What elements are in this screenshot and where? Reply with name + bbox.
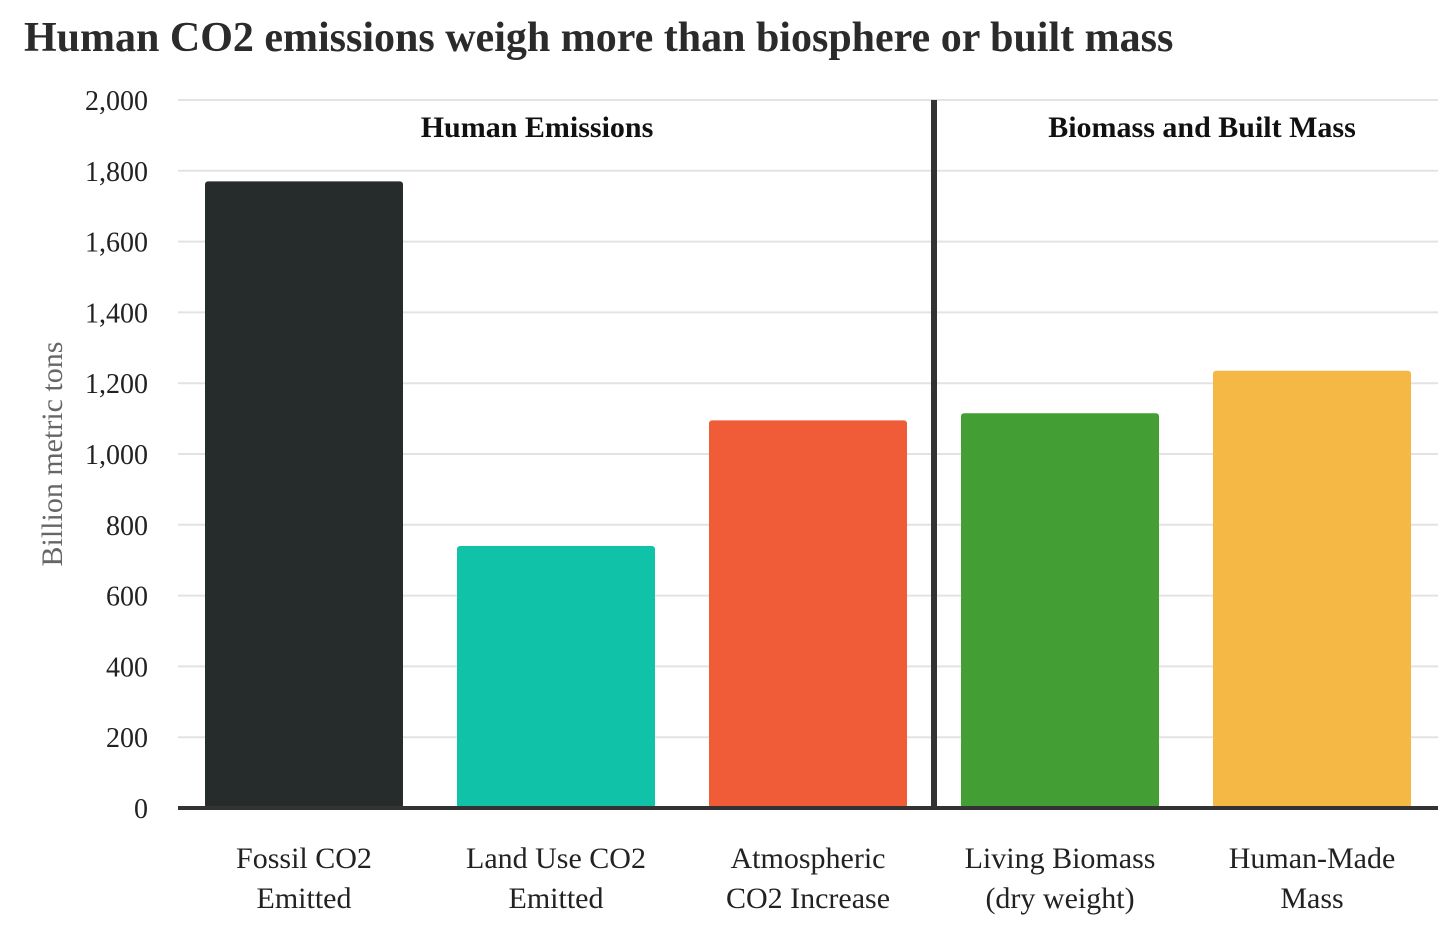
x-category-label-line: Emitted (509, 882, 604, 915)
y-tick-label: 1,400 (85, 298, 148, 329)
bar (709, 420, 907, 808)
y-tick-label: 1,800 (85, 157, 148, 188)
x-category-label-line: Living Biomass (965, 842, 1156, 875)
x-category-label-line: (dry weight) (985, 882, 1134, 915)
y-tick-label: 1,000 (85, 440, 148, 471)
x-category-label: Living Biomass (dry weight) (965, 842, 1156, 915)
y-tick-label: 800 (106, 511, 148, 542)
x-category-label-line: Atmospheric (731, 842, 886, 875)
x-category-label-line: Land Use CO2 (466, 842, 646, 875)
y-tick-label: 1,600 (85, 228, 148, 259)
bar (457, 546, 655, 808)
y-tick-label: 200 (106, 723, 148, 754)
x-category-label-line: Human-Made (1229, 842, 1396, 875)
y-tick-label: 0 (134, 794, 148, 825)
y-tick-label: 600 (106, 582, 148, 613)
bar (205, 181, 403, 809)
x-category-label: Human-Made Mass (1229, 842, 1396, 915)
bars (205, 181, 1411, 809)
axes (178, 100, 1438, 810)
x-category-label: Fossil CO2 Emitted (236, 842, 372, 915)
y-tick-label: 1,200 (85, 369, 148, 400)
group-label: Human Emissions (421, 111, 654, 144)
group-labels: Human Emissions Biomass and Built Mass (421, 111, 1356, 144)
x-category-label: Atmospheric CO2 Increase (726, 842, 890, 915)
y-tick-label: 400 (106, 652, 148, 683)
y-axis-ticks: 0 200 400 600 800 1,000 1,200 1,400 1,600 1,800 2,… (85, 86, 148, 825)
x-category-label-line: Mass (1280, 882, 1343, 915)
x-category-label: Land Use CO2 Emitted (466, 842, 646, 915)
x-category-label-line: Fossil CO2 (236, 842, 372, 875)
chart-title: Human CO2 emissions weigh more than bios… (24, 15, 1174, 61)
bar (1213, 370, 1411, 808)
x-category-label-line: CO2 Increase (726, 882, 890, 915)
bar (961, 413, 1159, 808)
y-axis-title: Billion metric tons (36, 342, 69, 567)
x-category-label-line: Emitted (257, 882, 352, 915)
y-tick-label: 2,000 (85, 86, 148, 117)
x-axis-labels: Fossil CO2 Emitted Land Use CO2 Emitted Atmo… (236, 842, 1395, 915)
group-label: Biomass and Built Mass (1048, 111, 1356, 144)
